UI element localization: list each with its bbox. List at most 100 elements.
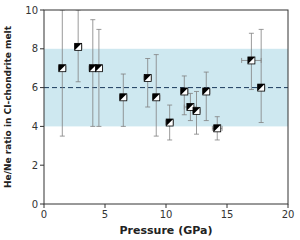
marker-square [153,94,160,101]
marker-half [153,94,160,101]
y-tick-label: 10 [25,5,38,16]
y-tick [40,126,44,127]
error-bar [203,72,210,121]
marker-square [75,43,82,50]
point [120,94,127,101]
x-tick-label: 15 [221,209,234,220]
marker-square [248,57,255,64]
marker-half [75,43,82,50]
point [166,119,173,126]
point [203,88,210,95]
x-tick [166,204,167,208]
x-error-bar [166,120,173,125]
marker-square [181,88,188,95]
x-tick [105,204,106,208]
chart: 051015200246810Pressure (GPa)He/Ne ratio… [0,0,300,240]
marker-square [203,88,210,95]
point [258,84,265,91]
marker-half [144,74,151,81]
x-tick-label: 0 [41,209,47,220]
marker-half [120,94,127,101]
y-error-bar [194,91,199,134]
marker-square [193,107,200,114]
point [144,74,151,81]
y-tick [40,165,44,166]
error-bar [212,117,222,140]
error-bar [153,55,160,136]
error-bar [95,29,102,126]
x-tick [227,204,228,208]
marker-half [193,107,200,114]
marker-half [248,57,255,64]
y-error-bar [215,117,220,140]
x-error-bar [242,58,262,63]
marker-half [166,119,173,126]
y-tick [40,48,44,49]
y-tick-label: 2 [32,160,38,171]
point [59,65,66,72]
y-tick-label: 8 [32,43,38,54]
y-error-bar [167,105,172,140]
point [214,125,221,132]
error-bar [59,10,66,136]
marker-half [258,84,265,91]
marker-half [214,125,221,132]
y-tick-label: 0 [32,199,38,210]
x-tick-label: 5 [102,209,108,220]
x-error-bar [95,66,102,71]
error-bar [258,29,265,122]
y-error-bar [204,72,209,121]
error-bar [193,91,200,134]
x-error-bar [75,44,82,49]
y-tick-label: 6 [32,82,38,93]
marker-half [95,65,102,72]
x-tick [44,204,45,208]
y-error-bar [60,10,65,136]
marker-square [214,125,221,132]
point [181,88,188,95]
y-error-bar [249,33,254,89]
x-tick [288,204,289,208]
x-tick-label: 20 [282,209,295,220]
y-error-bar [96,29,101,126]
y-tick [40,204,44,205]
marker-half [59,65,66,72]
y-error-bar [188,93,193,120]
plot-area [44,10,288,140]
x-error-bar [258,85,265,90]
error-bar [166,105,173,140]
marker-square [166,119,173,126]
y-error-bar [121,74,126,126]
y-error-bar [154,55,159,136]
point [248,57,255,64]
y-tick [40,87,44,88]
x-error-bar [212,126,222,131]
point [75,43,82,50]
error-bar [120,74,127,126]
x-error-bar [193,108,200,113]
x-tick-label: 10 [160,209,173,220]
marker-square [144,74,151,81]
point [95,65,102,72]
y-error-bar [259,29,264,122]
marker-square [59,65,66,72]
point [193,107,200,114]
error-bar [75,10,82,82]
x-error-bar [144,75,151,80]
y-axis-label: He/Ne ratio in CI-chondrite melt [3,25,13,188]
y-error-bar [76,10,81,82]
error-bar [144,59,151,108]
x-error-bar [120,95,127,100]
x-axis-label: Pressure (GPa) [120,224,213,237]
error-bar [89,20,96,127]
marker-square [95,65,102,72]
point [153,94,160,101]
x-error-bar [181,89,188,94]
y-error-bar [145,59,150,108]
marker-square [120,94,127,101]
marker-half [203,88,210,95]
error-bar [242,33,262,89]
y-error-bar [90,20,95,127]
y-tick [40,10,44,11]
x-error-bar [203,89,210,94]
